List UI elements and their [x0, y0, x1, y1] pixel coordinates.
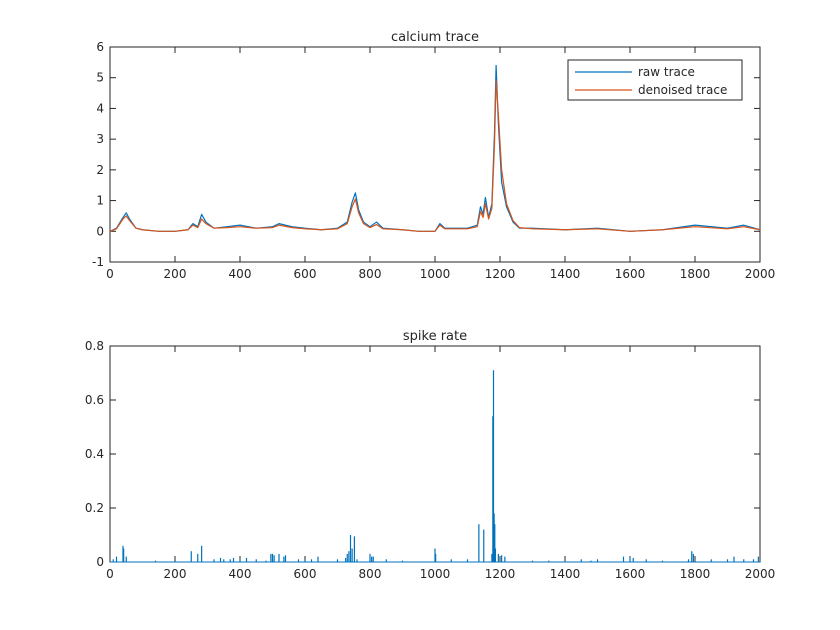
spike-rate-title: spike rate [403, 329, 467, 344]
calcium-trace-ytick-label: 5 [96, 71, 104, 85]
calcium-trace-ticks: 0 200 400 600 800 1000 1200 1400 1600 1800 2000-10… [92, 40, 775, 281]
calcium-trace-xtick-label: 1400 [550, 267, 581, 281]
spike-rate-series [110, 370, 760, 563]
calcium-trace-ytick-label: 0 [96, 224, 104, 238]
calcium-trace-axes: calcium trace 0 200 400 600 800 1000 1200 1400 1… [92, 30, 775, 281]
spike-rate-xtick-label: 800 [359, 567, 382, 581]
calcium-trace-xtick-label: 1000 [420, 267, 451, 281]
spike-rate-xtick-label: 1800 [680, 567, 711, 581]
spike-rate-ytick-label: 0.2 [85, 501, 104, 515]
calcium-trace-series [109, 64, 761, 232]
spike-rate-xtick-label: 1200 [485, 567, 516, 581]
calcium-trace-legend: raw trace denoised trace [567, 59, 743, 101]
calcium-trace-xtick-label: 600 [294, 267, 317, 281]
spike-rate-ticks: 0 200 400 600 800 1000 1200 1400 1600 1800 2000 0 0.… [85, 339, 775, 581]
spike-rate-xtick-label: 1000 [420, 567, 451, 581]
calcium-trace-title: calcium trace [391, 30, 479, 45]
series-line-denoised-trace [109, 80, 761, 232]
calcium-trace-ytick-label: 1 [96, 194, 104, 208]
calcium-trace-xtick-label: 0 [106, 267, 114, 281]
spike-rate-xtick-label: 0 [106, 567, 114, 581]
calcium-trace-ytick-label: 4 [96, 101, 104, 115]
spike-rate-plot-area [109, 345, 761, 563]
spike-rate-ytick-label: 0.6 [85, 393, 104, 407]
spike-rate-xtick-label: 400 [229, 567, 252, 581]
calcium-trace-xtick-label: 800 [359, 267, 382, 281]
calcium-trace-xtick-label: 1600 [615, 267, 646, 281]
spike-rate-xtick-label: 2000 [745, 567, 776, 581]
calcium-trace-ytick-label: -1 [92, 255, 104, 269]
spike-rate-xtick-label: 600 [294, 567, 317, 581]
spike-rate-axes: spike rate 0 200 400 600 800 1000 1200 1400 1600… [85, 329, 775, 581]
calcium-trace-xtick-label: 1200 [485, 267, 516, 281]
calcium-trace-ytick-label: 2 [96, 163, 104, 177]
series-line-raw-trace [109, 64, 761, 232]
legend-label-raw-trace: raw trace [638, 65, 695, 79]
calcium-trace-xtick-label: 2000 [745, 267, 776, 281]
spike-rate-xtick-label: 1400 [550, 567, 581, 581]
legend-box [567, 59, 743, 101]
calcium-trace-ytick-label: 6 [96, 40, 104, 54]
calcium-trace-xtick-label: 400 [229, 267, 252, 281]
spike-rate-ytick-label: 0.4 [85, 447, 104, 461]
spike-rate-ytick-label: 0.8 [85, 339, 104, 353]
calcium-trace-xtick-label: 200 [164, 267, 187, 281]
spike-rate-xtick-label: 1600 [615, 567, 646, 581]
calcium-trace-ytick-label: 3 [96, 132, 104, 146]
spike-rate-xtick-label: 200 [164, 567, 187, 581]
calcium-trace-xtick-label: 1800 [680, 267, 711, 281]
legend-label-denoised-trace: denoised trace [638, 83, 727, 97]
spike-rate-ytick-label: 0 [96, 555, 104, 569]
